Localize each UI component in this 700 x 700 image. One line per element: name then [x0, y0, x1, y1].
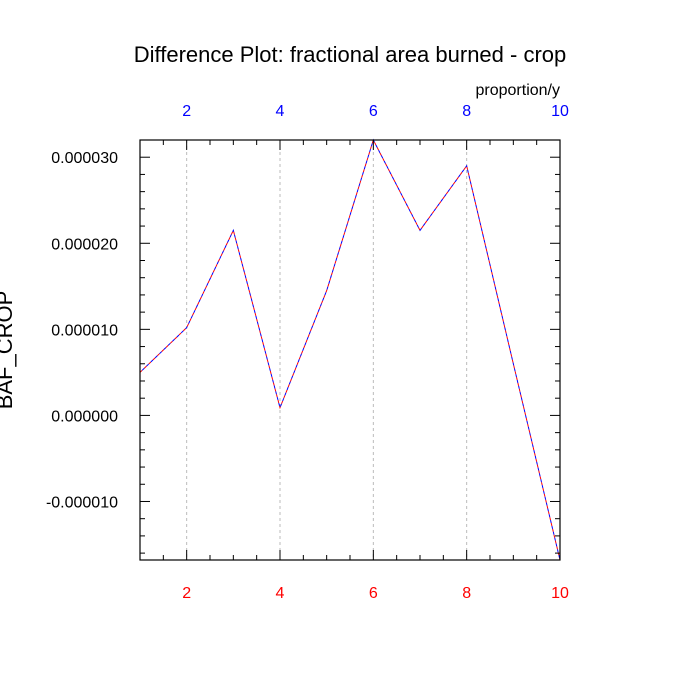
x-tick-label-top: 2 [182, 103, 191, 120]
x-tick-label-top: 10 [551, 103, 569, 120]
x-tick-label-bottom: 2 [182, 585, 191, 602]
x-tick-label-bottom: 6 [369, 585, 378, 602]
series-line-overlay [139, 138, 561, 561]
x-tick-label-bottom: 10 [551, 585, 569, 602]
x-tick-label-top: 8 [462, 103, 471, 120]
y-axis-label: BAF_CROP [0, 291, 17, 410]
axes: 2 2 4 4 6 6 8 8 10 10 -0.000010 0.000000 0.000010 0.0… [46, 103, 569, 602]
x-tick-label-top: 6 [369, 103, 378, 120]
x-tick-label-top: 4 [276, 103, 285, 120]
series-line [139, 138, 561, 561]
y-tick-label: -0.000010 [46, 494, 118, 511]
grid-lines [186, 140, 468, 560]
y-tick-label: 0.000030 [51, 150, 118, 167]
y-tick-label: 0.000020 [51, 236, 118, 253]
x-tick-label-bottom: 4 [276, 585, 285, 602]
series-layer [139, 138, 561, 561]
x-tick-label-bottom: 8 [462, 585, 471, 602]
y-tick-label: 0.000010 [51, 322, 118, 339]
units-label: proportion/y [476, 82, 561, 99]
chart-title: Difference Plot: fractional area burned … [134, 42, 567, 67]
y-tick-label: 0.000000 [51, 408, 118, 425]
plot-frame [139, 139, 561, 561]
